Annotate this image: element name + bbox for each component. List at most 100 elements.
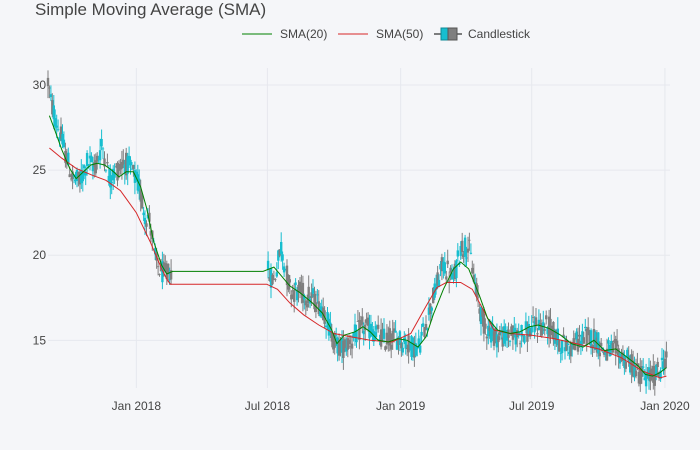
- candle-body: [539, 322, 542, 327]
- candle-body: [556, 328, 559, 346]
- candle-body: [301, 282, 305, 303]
- candle-body: [65, 153, 68, 165]
- candle-body: [465, 257, 468, 259]
- candle-body: [659, 370, 662, 379]
- candle-body: [90, 155, 93, 163]
- y-tick-label: 25: [33, 163, 47, 177]
- candle-body: [285, 265, 289, 286]
- candle-body: [120, 162, 124, 169]
- candle-body: [280, 242, 283, 254]
- x-tick-label: Jan 2018: [112, 399, 162, 413]
- candle-body: [665, 351, 668, 358]
- candle-body: [149, 230, 152, 236]
- candle-body: [555, 329, 558, 341]
- candle-body: [421, 323, 425, 327]
- candle-body: [291, 290, 294, 292]
- candle-body: [98, 150, 102, 161]
- candle-body: [591, 344, 594, 349]
- candle-body: [600, 342, 603, 347]
- candle-body: [268, 277, 271, 281]
- candle-body: [508, 341, 512, 342]
- x-axis: Jan 2018 Jul 2018 Jan 2019 Jul 2019 Jan 2020: [112, 399, 690, 413]
- candle-body: [361, 316, 364, 325]
- candle-body: [306, 303, 309, 308]
- candle-body: [362, 330, 365, 335]
- legend[interactable]: SMA(20) SMA(50) Candlestick: [242, 27, 531, 41]
- candle-body: [391, 330, 394, 340]
- candle-body: [313, 293, 316, 310]
- candle-body: [495, 334, 499, 348]
- candle-body: [113, 172, 116, 178]
- candle-body: [656, 361, 659, 367]
- candle-body: [560, 340, 564, 354]
- candle-body: [54, 118, 57, 127]
- candle-body: [100, 139, 103, 147]
- legend-item-candlestick[interactable]: Candlestick: [434, 27, 531, 41]
- candle-body: [420, 331, 423, 336]
- candle-body: [284, 269, 287, 271]
- candle-body: [472, 274, 475, 282]
- candle-body: [523, 335, 526, 343]
- candle-body: [417, 338, 420, 347]
- candle-body: [456, 250, 459, 257]
- candle-body: [527, 324, 530, 336]
- legend-item-sma20[interactable]: SMA(20): [242, 27, 327, 41]
- candle-body: [346, 338, 349, 350]
- candle-body: [371, 329, 374, 337]
- candle-body: [88, 155, 92, 159]
- candle-body: [71, 171, 74, 180]
- candle-body: [613, 340, 616, 343]
- candle-body: [634, 370, 638, 377]
- candle-body: [553, 339, 557, 344]
- candle-body: [366, 317, 370, 326]
- candle-body: [492, 331, 496, 346]
- candle-body: [55, 125, 58, 128]
- candle-body: [310, 292, 313, 299]
- candle-body: [626, 349, 629, 358]
- candle-body: [274, 279, 277, 281]
- candle-body: [336, 337, 339, 354]
- candle-body: [432, 287, 435, 304]
- legend-item-sma50[interactable]: SMA(50): [338, 27, 423, 41]
- candle-body: [618, 353, 622, 364]
- candle-body: [505, 336, 509, 341]
- candle-body: [148, 212, 151, 222]
- candle-body: [96, 155, 99, 162]
- candle-body: [617, 348, 620, 358]
- candle-body: [488, 327, 491, 331]
- candle-body: [123, 164, 126, 174]
- candle-body: [122, 159, 125, 165]
- candle-body: [77, 171, 80, 179]
- candle-body: [416, 346, 419, 350]
- candle-body: [112, 168, 115, 181]
- candle-body: [633, 364, 636, 377]
- candle-body: [636, 363, 639, 366]
- candle-body: [107, 175, 110, 182]
- candle-body: [578, 334, 581, 337]
- candle-body: [382, 328, 386, 339]
- candle-body: [584, 326, 587, 329]
- candle-body: [630, 354, 633, 373]
- candle-body: [662, 361, 665, 371]
- candle-body: [449, 267, 452, 273]
- candle-body: [125, 152, 128, 176]
- candle-body: [545, 315, 548, 320]
- candle-body: [374, 332, 377, 340]
- candle-body: [566, 343, 570, 345]
- candle-body: [610, 341, 613, 345]
- candle-body: [453, 263, 457, 280]
- candle-body: [106, 162, 109, 164]
- candle-body: [400, 342, 403, 349]
- candle-body: [275, 272, 278, 277]
- candle-body: [127, 155, 131, 163]
- candle-body: [497, 336, 500, 343]
- candle-body: [332, 336, 335, 350]
- candle-body: [533, 321, 536, 333]
- candle-body: [536, 333, 539, 335]
- candle-body: [324, 325, 328, 328]
- candle-body: [503, 326, 506, 344]
- candle-body: [621, 352, 625, 362]
- candle-body: [410, 335, 413, 357]
- candle-body: [562, 334, 565, 338]
